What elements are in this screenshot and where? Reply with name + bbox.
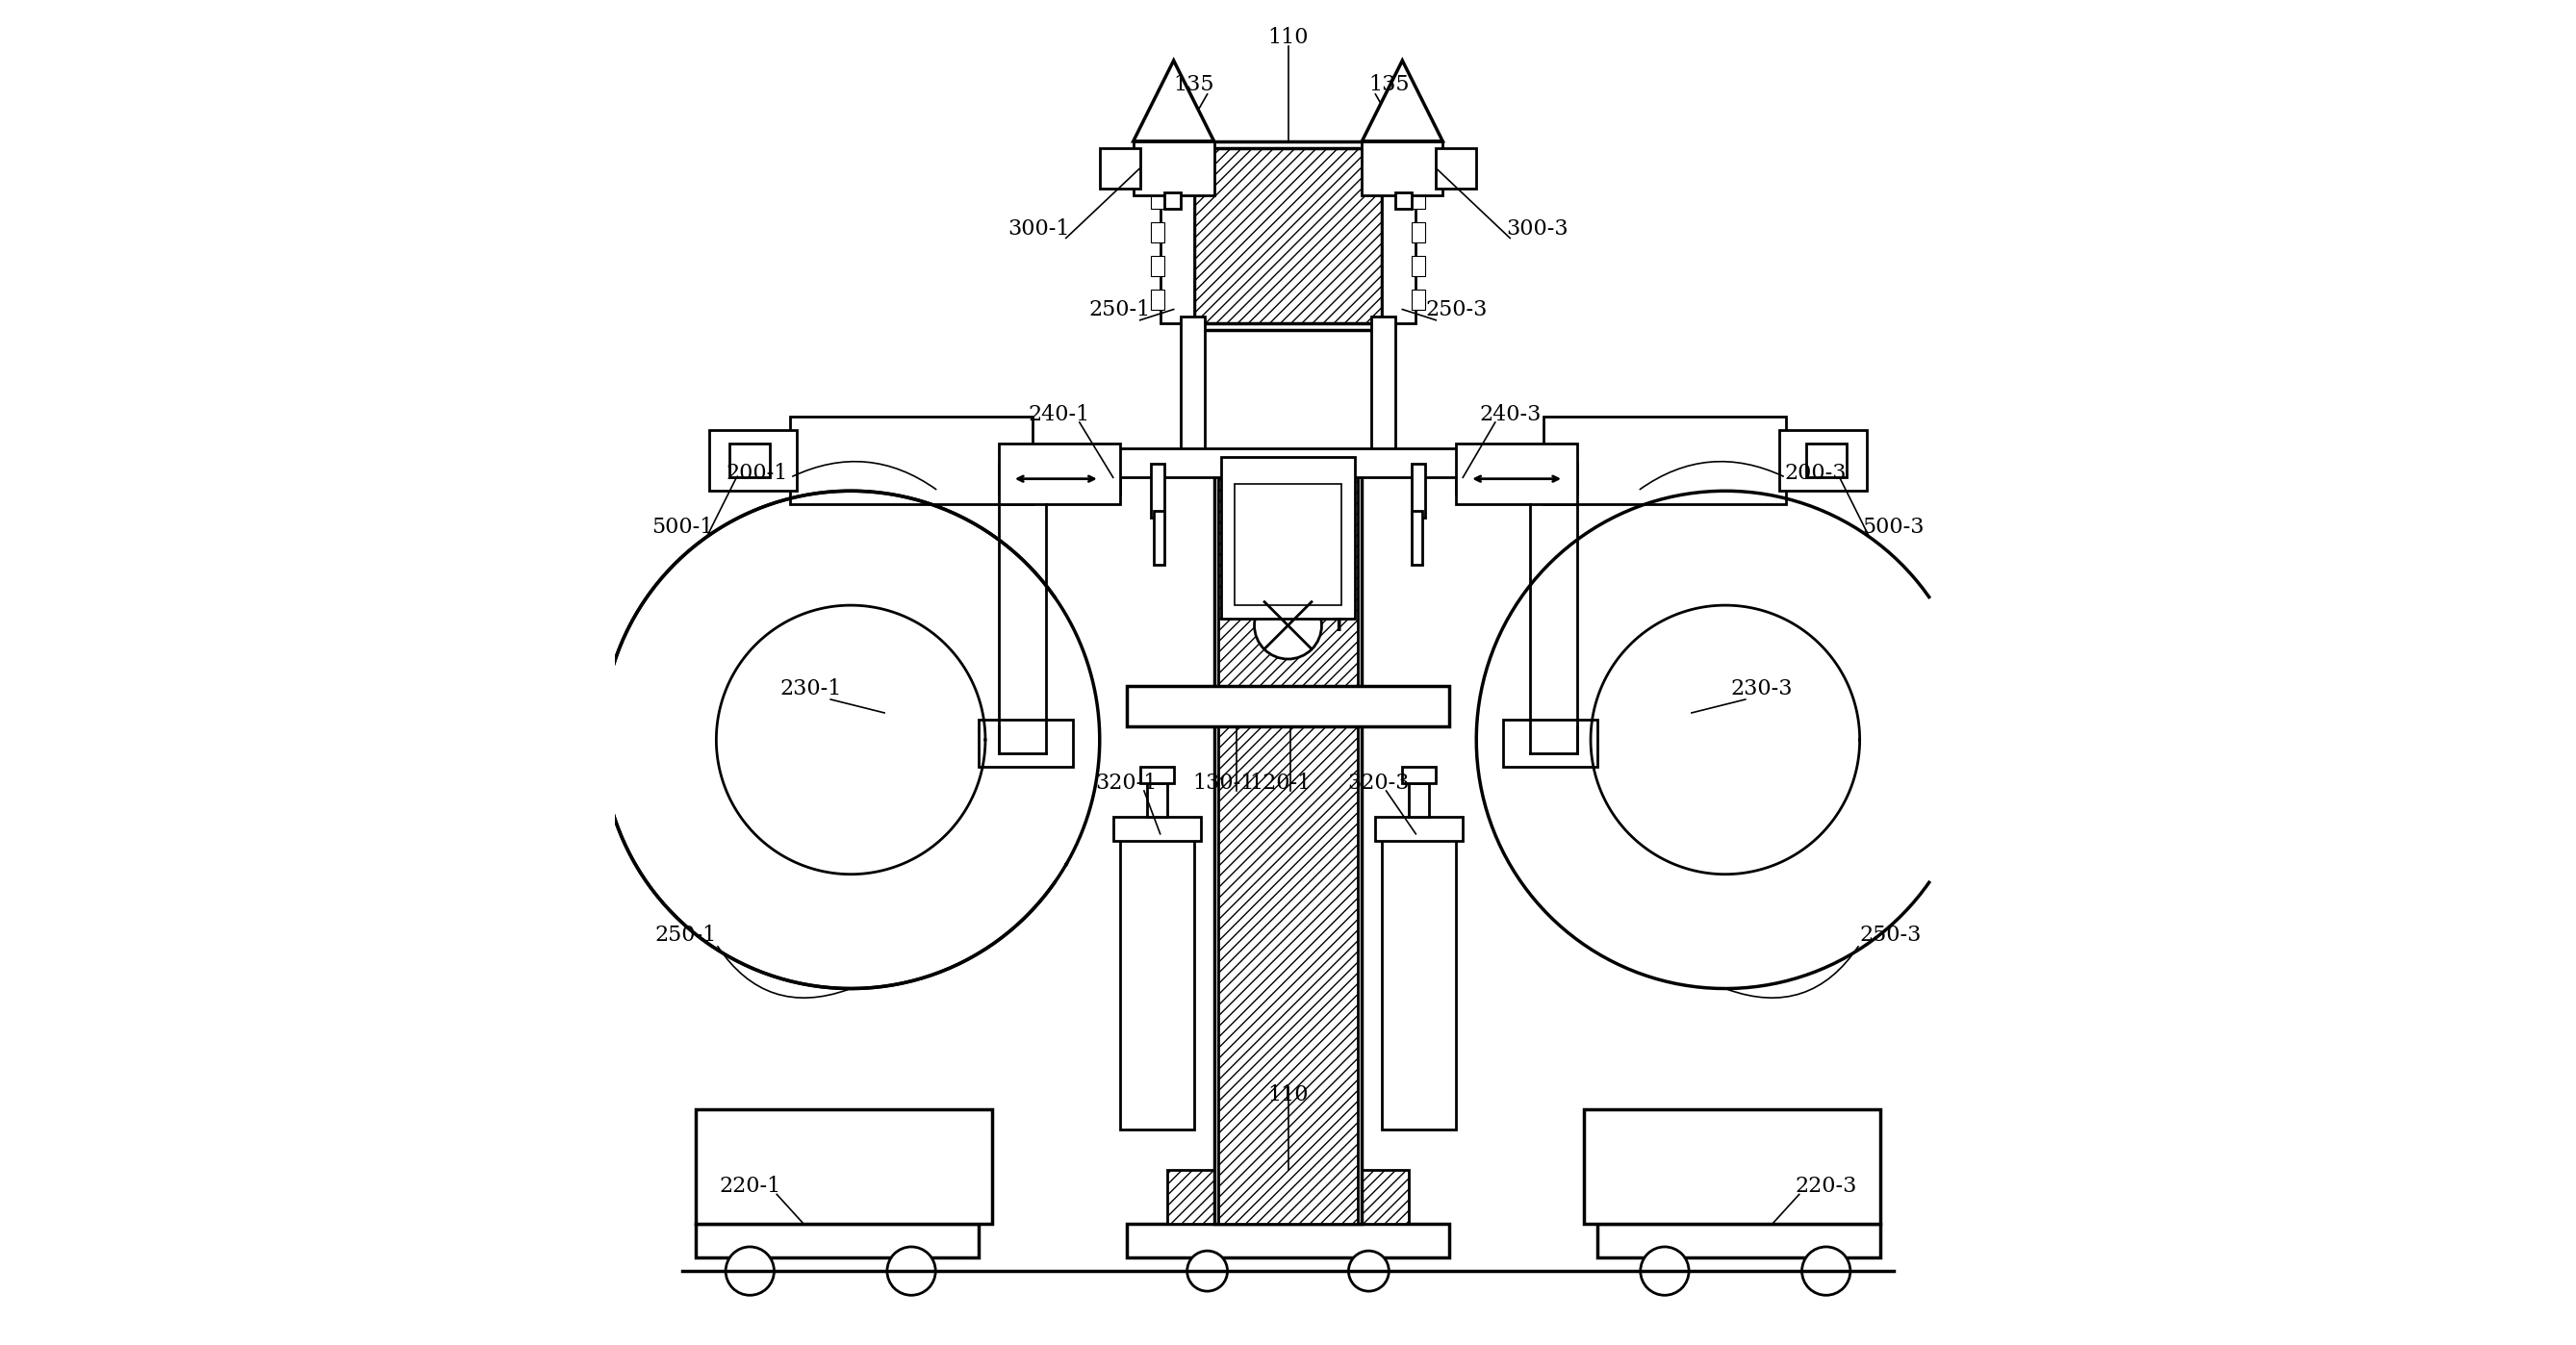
Bar [1234,484,1342,605]
Bar [1412,256,1425,276]
Text: 250-1: 250-1 [1090,299,1151,320]
Text: 110: 110 [1267,27,1309,48]
Bar [979,720,1072,767]
Text: 300-3: 300-3 [1507,218,1569,239]
Circle shape [1801,1247,1850,1295]
Text: 220-1: 220-1 [719,1176,781,1197]
Text: 300-1: 300-1 [1007,218,1069,239]
Bar [1126,1224,1450,1258]
Bar [1113,816,1200,841]
Bar [1164,192,1180,208]
Bar [999,444,1121,504]
Bar [1435,148,1476,188]
Bar [1383,148,1417,323]
Bar [1455,464,1577,494]
Bar [729,444,770,477]
Text: 240-1: 240-1 [1028,403,1090,425]
Bar [708,430,796,491]
Bar [1412,511,1422,565]
Text: 135: 135 [1368,74,1409,95]
Text: 500-3: 500-3 [1862,516,1924,538]
Text: 250-1: 250-1 [654,924,716,946]
Bar [1409,783,1430,816]
Bar [1141,767,1175,783]
Text: 200-1: 200-1 [726,463,788,484]
Text: 120-1: 120-1 [1249,772,1311,794]
Bar [1584,1110,1880,1224]
Text: 110: 110 [1267,1084,1309,1106]
Text: 500-1: 500-1 [652,516,714,538]
Bar [1412,464,1425,518]
Bar [1159,148,1193,323]
Bar [1151,256,1164,276]
Bar [1376,816,1463,841]
Bar [1100,448,1476,477]
Polygon shape [1363,61,1443,141]
Bar [1504,720,1597,767]
Bar [1383,834,1455,1130]
Bar [1193,148,1383,323]
Circle shape [1188,1251,1226,1291]
Text: 230-1: 230-1 [781,678,842,699]
Text: 240-3: 240-3 [1479,403,1540,425]
Bar [1543,417,1785,504]
Bar [1597,1224,1880,1258]
Bar [1412,188,1425,208]
Bar [1780,430,1868,491]
Bar [1100,148,1141,188]
Bar [1188,141,1388,330]
Bar [1221,457,1355,619]
Text: 200-3: 200-3 [1785,463,1847,484]
Text: 230-3: 230-3 [1731,678,1793,699]
Bar [1151,222,1164,242]
Text: 320-3: 320-3 [1347,772,1409,794]
Bar [1180,316,1206,464]
Bar [1133,141,1213,195]
Text: 130-1: 130-1 [1193,772,1255,794]
Bar [791,417,1033,504]
Bar [1370,316,1396,464]
Text: 250-3: 250-3 [1425,299,1486,320]
Bar [1218,471,1358,1224]
Circle shape [886,1247,935,1295]
Bar [1455,444,1577,504]
Bar [696,1224,979,1258]
Bar [1154,511,1164,565]
Bar [1167,1170,1409,1224]
Bar [1146,783,1167,816]
Text: T: T [1332,616,1345,635]
Bar [1151,464,1164,518]
Bar [1412,155,1425,175]
Bar [1412,289,1425,309]
Circle shape [1641,1247,1690,1295]
Bar [696,1110,992,1224]
Text: 135: 135 [1175,74,1213,95]
Bar [1121,834,1193,1130]
Circle shape [1350,1251,1388,1291]
Text: 220-3: 220-3 [1795,1176,1857,1197]
Bar [1396,192,1412,208]
Bar [999,464,1121,494]
Bar [1126,686,1450,726]
Polygon shape [1133,61,1213,141]
Text: 250-3: 250-3 [1860,924,1922,946]
Circle shape [726,1247,775,1295]
Bar [1151,155,1164,175]
Bar [1151,188,1164,208]
Bar [1151,289,1164,309]
Bar [1363,141,1443,195]
Bar [1806,444,1847,477]
Bar [1412,222,1425,242]
Bar [1213,471,1363,1224]
Text: 320-1: 320-1 [1095,772,1157,794]
Circle shape [1255,592,1321,659]
Bar [1401,767,1435,783]
